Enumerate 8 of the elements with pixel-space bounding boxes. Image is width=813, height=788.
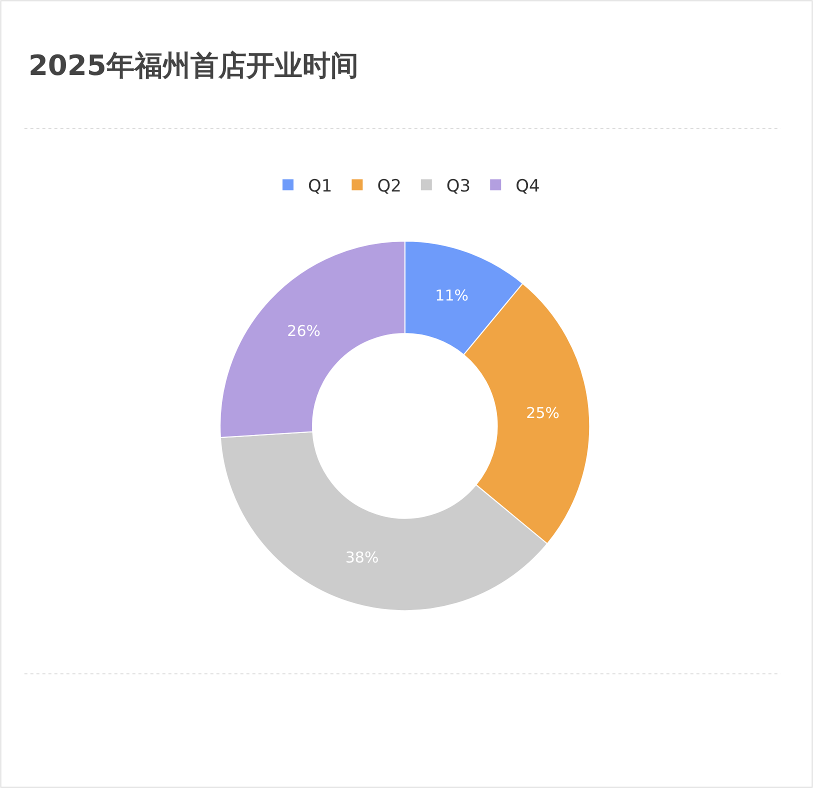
data-label: 26% <box>287 322 321 340</box>
chart-title: 2025年福州首店开业时间 <box>28 49 358 82</box>
legend-label: Q4 <box>516 176 540 196</box>
legend-label: Q2 <box>377 176 402 196</box>
data-label: 11% <box>435 286 468 305</box>
legend-label: Q1 <box>308 176 332 196</box>
data-label: 25% <box>526 404 560 422</box>
legend-label: Q3 <box>446 176 471 196</box>
